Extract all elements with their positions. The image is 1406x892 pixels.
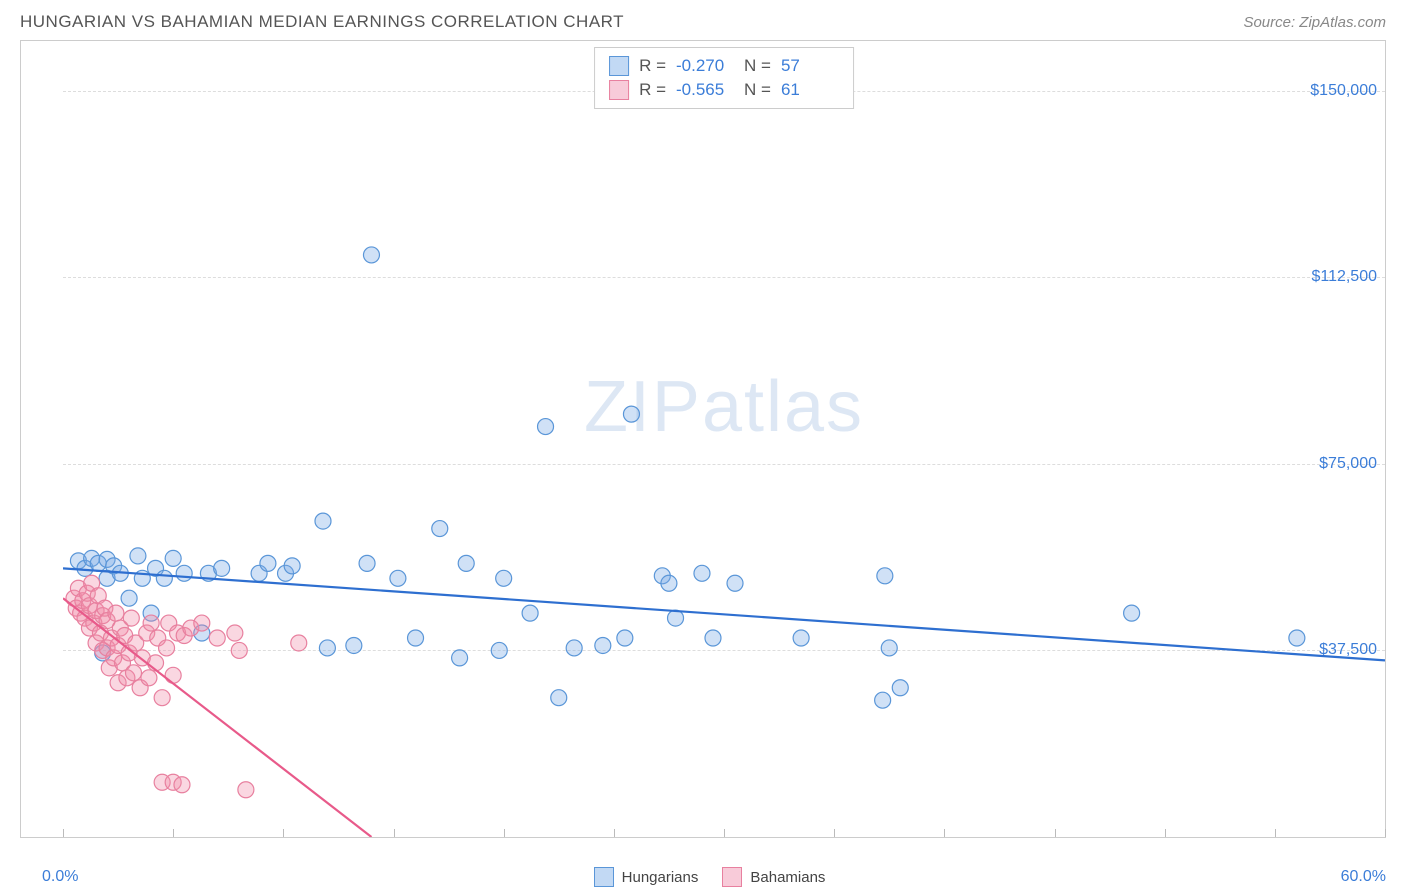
n-value-hungarians: 57 bbox=[781, 56, 839, 76]
scatter-point bbox=[668, 610, 684, 626]
scatter-point bbox=[291, 635, 307, 651]
scatter-point bbox=[238, 782, 254, 798]
legend-item-hungarians: Hungarians bbox=[594, 867, 699, 887]
scatter-point bbox=[452, 650, 468, 666]
scatter-point bbox=[284, 558, 300, 574]
scatter-point bbox=[346, 637, 362, 653]
n-value-bahamians: 61 bbox=[781, 80, 839, 100]
scatter-svg bbox=[63, 41, 1385, 837]
plot-area: ZIPatlas R = -0.270 N = 57 R = -0.565 N … bbox=[63, 41, 1385, 837]
scatter-point bbox=[363, 247, 379, 263]
scatter-point bbox=[209, 630, 225, 646]
scatter-point bbox=[194, 615, 210, 631]
r-value-hungarians: -0.270 bbox=[676, 56, 734, 76]
legend-row-bahamians: R = -0.565 N = 61 bbox=[609, 78, 839, 102]
n-label: N = bbox=[744, 80, 771, 100]
x-axis: 0.0% Hungarians Bahamians 60.0% bbox=[42, 856, 1386, 892]
scatter-point bbox=[1124, 605, 1140, 621]
scatter-point bbox=[141, 670, 157, 686]
trend-line bbox=[63, 568, 1385, 660]
scatter-point bbox=[522, 605, 538, 621]
scatter-point bbox=[727, 575, 743, 591]
scatter-point bbox=[793, 630, 809, 646]
scatter-point bbox=[408, 630, 424, 646]
scatter-point bbox=[159, 640, 175, 656]
scatter-point bbox=[694, 565, 710, 581]
chart-title: HUNGARIAN VS BAHAMIAN MEDIAN EARNINGS CO… bbox=[20, 12, 624, 32]
scatter-point bbox=[156, 570, 172, 586]
scatter-point bbox=[359, 555, 375, 571]
scatter-point bbox=[432, 521, 448, 537]
scatter-point bbox=[595, 637, 611, 653]
r-value-bahamians: -0.565 bbox=[676, 80, 734, 100]
scatter-point bbox=[875, 692, 891, 708]
legend-label-hungarians: Hungarians bbox=[622, 869, 699, 886]
scatter-point bbox=[121, 590, 137, 606]
chart-container: Median Earnings ZIPatlas R = -0.270 N = … bbox=[20, 40, 1386, 838]
scatter-point bbox=[877, 568, 893, 584]
scatter-point bbox=[108, 605, 124, 621]
scatter-point bbox=[617, 630, 633, 646]
scatter-point bbox=[126, 665, 142, 681]
scatter-point bbox=[176, 565, 192, 581]
scatter-point bbox=[315, 513, 331, 529]
scatter-point bbox=[892, 680, 908, 696]
chart-source: Source: ZipAtlas.com bbox=[1243, 14, 1386, 31]
legend-swatch-bahamians bbox=[609, 80, 629, 100]
correlation-legend: R = -0.270 N = 57 R = -0.565 N = 61 bbox=[594, 47, 854, 109]
scatter-point bbox=[705, 630, 721, 646]
n-label: N = bbox=[744, 56, 771, 76]
series-legend: Hungarians Bahamians bbox=[594, 867, 826, 887]
scatter-point bbox=[390, 570, 406, 586]
scatter-point bbox=[551, 690, 567, 706]
scatter-point bbox=[458, 555, 474, 571]
scatter-point bbox=[566, 640, 582, 656]
scatter-point bbox=[214, 560, 230, 576]
scatter-point bbox=[538, 419, 554, 435]
legend-swatch-hungarians bbox=[609, 56, 629, 76]
scatter-point bbox=[231, 642, 247, 658]
legend-row-hungarians: R = -0.270 N = 57 bbox=[609, 54, 839, 78]
scatter-point bbox=[319, 640, 335, 656]
r-label: R = bbox=[639, 80, 666, 100]
scatter-point bbox=[496, 570, 512, 586]
scatter-point bbox=[227, 625, 243, 641]
scatter-point bbox=[143, 615, 159, 631]
scatter-point bbox=[174, 777, 190, 793]
scatter-point bbox=[623, 406, 639, 422]
scatter-point bbox=[260, 555, 276, 571]
scatter-point bbox=[661, 575, 677, 591]
legend-label-bahamians: Bahamians bbox=[750, 869, 825, 886]
scatter-point bbox=[165, 667, 181, 683]
xtick-min: 0.0% bbox=[42, 868, 78, 886]
scatter-point bbox=[165, 550, 181, 566]
scatter-point bbox=[154, 690, 170, 706]
scatter-point bbox=[1289, 630, 1305, 646]
scatter-point bbox=[491, 642, 507, 658]
r-label: R = bbox=[639, 56, 666, 76]
chart-header: HUNGARIAN VS BAHAMIAN MEDIAN EARNINGS CO… bbox=[0, 0, 1406, 40]
xtick-max: 60.0% bbox=[1341, 868, 1386, 886]
legend-swatch-hungarians-icon bbox=[594, 867, 614, 887]
scatter-point bbox=[130, 548, 146, 564]
legend-item-bahamians: Bahamians bbox=[722, 867, 825, 887]
scatter-point bbox=[881, 640, 897, 656]
scatter-point bbox=[123, 610, 139, 626]
xtick-mark bbox=[1385, 829, 1386, 837]
legend-swatch-bahamians-icon bbox=[722, 867, 742, 887]
